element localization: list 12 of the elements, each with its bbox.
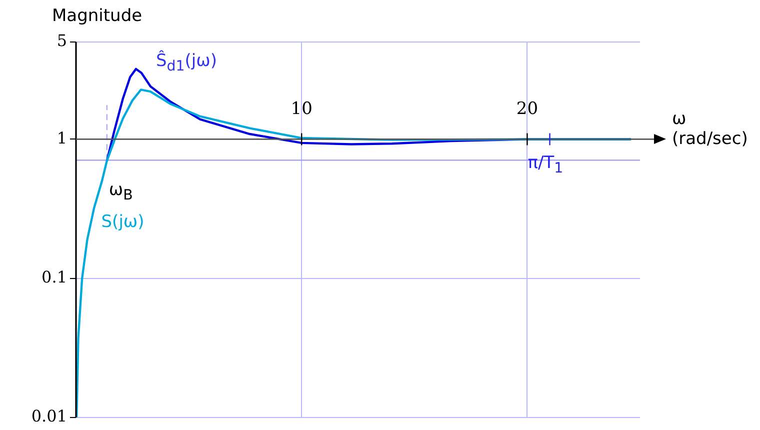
ref-line-label: ω$_{B}$ bbox=[108, 180, 133, 206]
y-tick-label: 0.1 bbox=[42, 267, 67, 286]
x-tick-label: 10 bbox=[290, 98, 312, 119]
x-axis-title: ω (rad/sec) bbox=[672, 109, 748, 150]
y-tick-label: 0.01 bbox=[31, 406, 67, 426]
series-label: S(jω) bbox=[101, 212, 144, 232]
annotation: π/T$_{1}$ bbox=[528, 153, 564, 179]
y-tick-label: 1 bbox=[56, 128, 67, 148]
y-axis-title: Magnitude bbox=[52, 6, 142, 26]
y-tick-label: 5 bbox=[56, 31, 67, 50]
series-label: Ŝ$_{d1}$(jω) bbox=[156, 50, 218, 76]
x-tick-label: 20 bbox=[516, 98, 538, 119]
